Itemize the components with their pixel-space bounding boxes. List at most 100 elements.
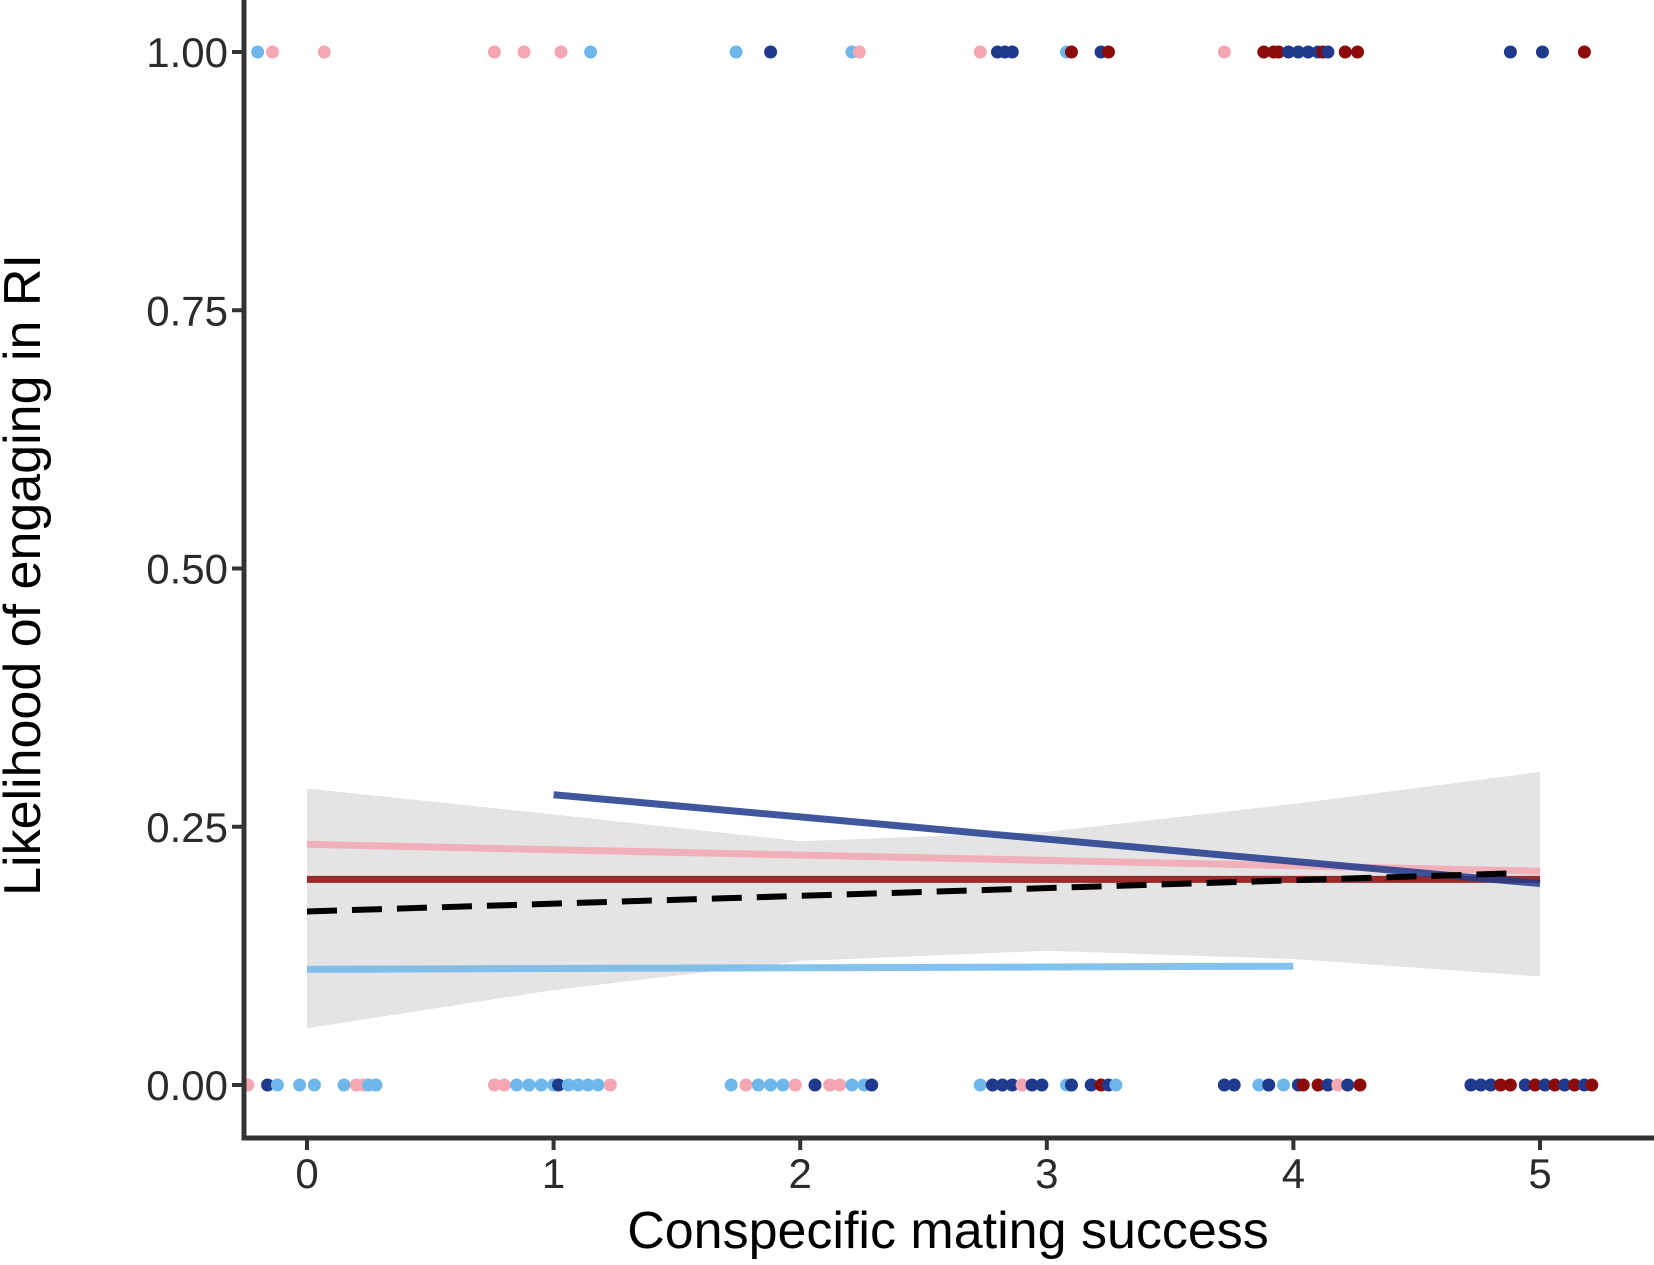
point-ri-no — [1353, 1078, 1367, 1092]
point-ri-no — [833, 1078, 847, 1092]
point-ri-yes — [584, 45, 598, 59]
point-ri-no — [776, 1078, 790, 1092]
point-ri-no — [1005, 1078, 1019, 1092]
y-axis-title: Likelihood of engaging in RI — [0, 254, 52, 896]
point-ri-no — [1217, 1078, 1231, 1092]
point-ri-no — [581, 1078, 595, 1092]
point-ri-no — [1464, 1078, 1478, 1092]
point-ri-no — [369, 1078, 383, 1092]
point-ri-no — [764, 1078, 778, 1092]
point-ri-no — [823, 1078, 837, 1092]
point-ri-yes — [1291, 45, 1305, 59]
point-ri-no — [561, 1078, 575, 1092]
point-ri-yes — [1321, 45, 1335, 59]
point-ri-no — [1494, 1078, 1508, 1092]
point-ri-no — [845, 1078, 859, 1092]
points-layer — [241, 45, 1599, 1092]
point-ri-no — [1585, 1078, 1599, 1092]
point-ri-no — [1484, 1078, 1498, 1092]
point-ri-no — [788, 1078, 802, 1092]
point-ri-yes — [487, 45, 501, 59]
point-ri-no — [337, 1078, 351, 1092]
point-ri-yes — [1257, 45, 1271, 59]
point-ri-no — [808, 1078, 822, 1092]
point-ri-yes — [517, 45, 531, 59]
point-ri-yes — [554, 45, 568, 59]
point-ri-yes — [1064, 45, 1078, 59]
point-ri-yes — [764, 45, 778, 59]
point-ri-yes — [973, 45, 987, 59]
point-ri-no — [1084, 1078, 1098, 1092]
trend-line-light-blue — [306, 962, 1294, 973]
point-ri-no — [739, 1078, 753, 1092]
point-ri-no — [497, 1078, 511, 1092]
point-ri-yes — [265, 45, 279, 59]
point-ri-no — [724, 1078, 738, 1092]
point-ri-no — [973, 1078, 987, 1092]
point-ri-no — [1548, 1078, 1562, 1092]
y-tick-label: 0.50 — [146, 546, 228, 593]
ticks-layer: 0 1 2 3 4 5 0.00 0.25 0.50 0.75 1.00 — [146, 29, 1551, 1197]
y-tick-label: 0.25 — [146, 804, 228, 851]
point-ri-yes — [1272, 45, 1286, 59]
point-ri-no — [1518, 1078, 1532, 1092]
point-ri-no — [1558, 1078, 1572, 1092]
point-ri-no — [1227, 1078, 1241, 1092]
point-ri-no — [293, 1078, 307, 1092]
point-ri-no — [487, 1078, 501, 1092]
point-ri-no — [1277, 1078, 1291, 1092]
x-tick-label: 4 — [1282, 1150, 1305, 1197]
point-ri-no — [986, 1078, 1000, 1092]
point-ri-yes — [1101, 45, 1115, 59]
confidence-band — [307, 772, 1540, 1029]
point-ri-no — [1331, 1078, 1345, 1092]
point-ri-no — [995, 1078, 1009, 1092]
point-ri-no — [1321, 1078, 1335, 1092]
x-tick-label: 1 — [542, 1150, 565, 1197]
x-tick-label: 3 — [1035, 1150, 1058, 1197]
point-ri-no — [510, 1078, 524, 1092]
point-ri-no — [522, 1078, 536, 1092]
point-ri-yes — [852, 45, 866, 59]
point-ri-no — [1064, 1078, 1078, 1092]
point-ri-no — [534, 1078, 548, 1092]
trend-lines-layer — [306, 791, 1541, 973]
point-ri-no — [1262, 1078, 1276, 1092]
point-ri-no — [307, 1078, 321, 1092]
y-tick-label: 0.75 — [146, 287, 228, 334]
point-ri-no — [571, 1078, 585, 1092]
point-ri-no — [1109, 1078, 1123, 1092]
overall-trend-line — [306, 870, 1516, 915]
point-ri-no — [751, 1078, 765, 1092]
point-ri-no — [1296, 1078, 1310, 1092]
point-ri-yes — [317, 45, 331, 59]
point-ri-yes — [1577, 45, 1591, 59]
point-ri-no — [603, 1078, 617, 1092]
point-ri-no — [591, 1078, 605, 1092]
point-ri-no — [1538, 1078, 1552, 1092]
point-ri-yes — [1301, 45, 1315, 59]
point-ri-yes — [1503, 45, 1517, 59]
point-ri-no — [1025, 1078, 1039, 1092]
point-ri-no — [552, 1078, 566, 1092]
x-tick-label: 0 — [295, 1150, 318, 1197]
point-ri-no — [1341, 1078, 1355, 1092]
point-ri-no — [1311, 1078, 1325, 1092]
point-ri-no — [1035, 1078, 1049, 1092]
y-tick-label: 1.00 — [146, 29, 228, 76]
point-ri-no — [1528, 1078, 1542, 1092]
point-ri-yes — [1535, 45, 1549, 59]
point-ri-yes — [1338, 45, 1352, 59]
point-ri-no — [270, 1078, 284, 1092]
confidence-band-layer — [307, 772, 1540, 1029]
point-ri-yes — [1281, 45, 1295, 59]
point-ri-yes — [1005, 45, 1019, 59]
x-tick-label: 5 — [1528, 1150, 1551, 1197]
x-axis-title: Conspecific mating success — [627, 1202, 1269, 1260]
point-ri-yes — [251, 45, 265, 59]
point-ri-no — [1474, 1078, 1488, 1092]
point-ri-no — [1568, 1078, 1582, 1092]
y-tick-label: 0.00 — [146, 1062, 228, 1109]
